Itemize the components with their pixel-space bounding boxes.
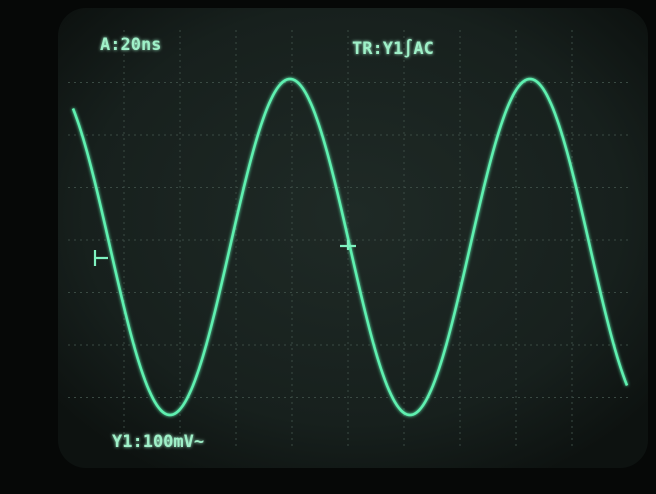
trigger: TR:Y1∫AC — [352, 38, 434, 59]
page: A:20ns TR:Y1∫AC Y1:100mV~ (() => { const… — [0, 0, 656, 494]
screen — [58, 8, 648, 468]
channel: Y1:100mV~ — [112, 432, 204, 452]
timebase: A:20ns — [100, 35, 161, 55]
oscilloscope-photo: A:20ns TR:Y1∫AC Y1:100mV~ — [0, 0, 656, 494]
